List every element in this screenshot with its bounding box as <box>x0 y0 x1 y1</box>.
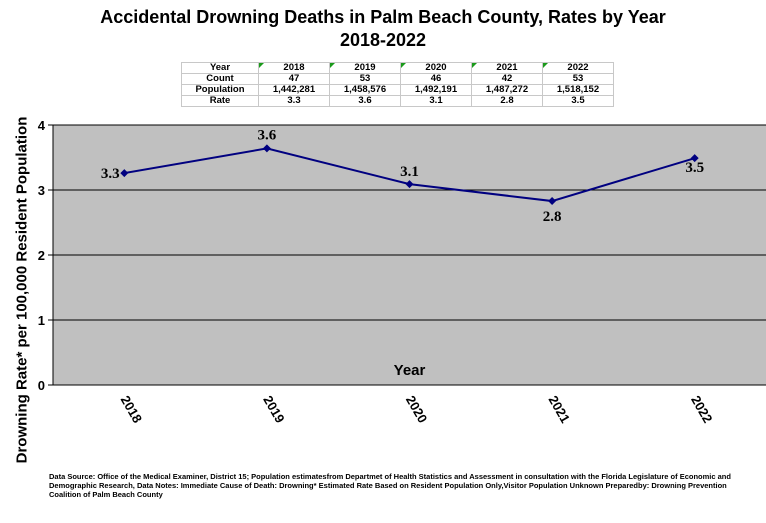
data-table: Year 2018 2019 2020 2021 2022 Count 47 5… <box>181 62 614 107</box>
chart-area: 0 1 2 3 4 2018 2019 2020 2021 2022 Year 3.3 3.6 3.1 2.… <box>38 118 766 426</box>
data-point <box>548 197 557 206</box>
y-tick-label: 0 <box>38 378 45 393</box>
source-footnote: Data Source: Office of the Medical Exami… <box>49 472 731 499</box>
y-tick-label: 2 <box>38 248 45 263</box>
table-cell: 2.8 <box>471 95 543 107</box>
x-axis-label: Year <box>394 362 426 379</box>
x-tick-label: 2019 <box>260 393 287 426</box>
x-tick-label: 2021 <box>546 393 573 426</box>
table-cell: 3.5 <box>542 95 614 107</box>
chart-subtitle: 2018-2022 <box>339 30 427 50</box>
x-tick-label: 2022 <box>688 393 715 426</box>
table-header-cell: 2022 <box>542 62 614 74</box>
data-point <box>405 180 414 189</box>
data-point <box>262 144 271 153</box>
table-cell: 53 <box>542 73 614 85</box>
y-tick-label: 4 <box>38 118 46 133</box>
table-row: Population 1,442,281 1,458,576 1,492,191… <box>181 84 614 96</box>
x-tick-label: 2018 <box>118 393 145 426</box>
y-tick-label: 1 <box>38 313 45 328</box>
table-row: Rate 3.3 3.6 3.1 2.8 3.5 <box>181 95 614 107</box>
table-row: Count 47 53 46 42 53 <box>181 73 614 85</box>
data-label: 3.6 <box>258 127 277 143</box>
x-tick-label: 2020 <box>403 393 430 426</box>
data-point <box>690 154 699 163</box>
table-header-row: Year 2018 2019 2020 2021 2022 <box>181 62 614 74</box>
y-tick-label: 3 <box>38 183 45 198</box>
table-header-cell: 2018 <box>258 62 330 74</box>
table-header-cell: 2019 <box>329 62 401 74</box>
data-label: 3.1 <box>400 164 419 180</box>
data-label: 2.8 <box>543 209 562 225</box>
data-point <box>120 169 129 178</box>
y-axis-label: Drowning Rate* per 100,000 Resident Popu… <box>13 116 31 464</box>
chart-title-block: Accidental Drowning Deaths in Palm Beach… <box>0 6 766 52</box>
data-label: 3.3 <box>101 166 120 182</box>
data-label: 3.5 <box>685 160 704 176</box>
chart-title: Accidental Drowning Deaths in Palm Beach… <box>100 7 666 27</box>
